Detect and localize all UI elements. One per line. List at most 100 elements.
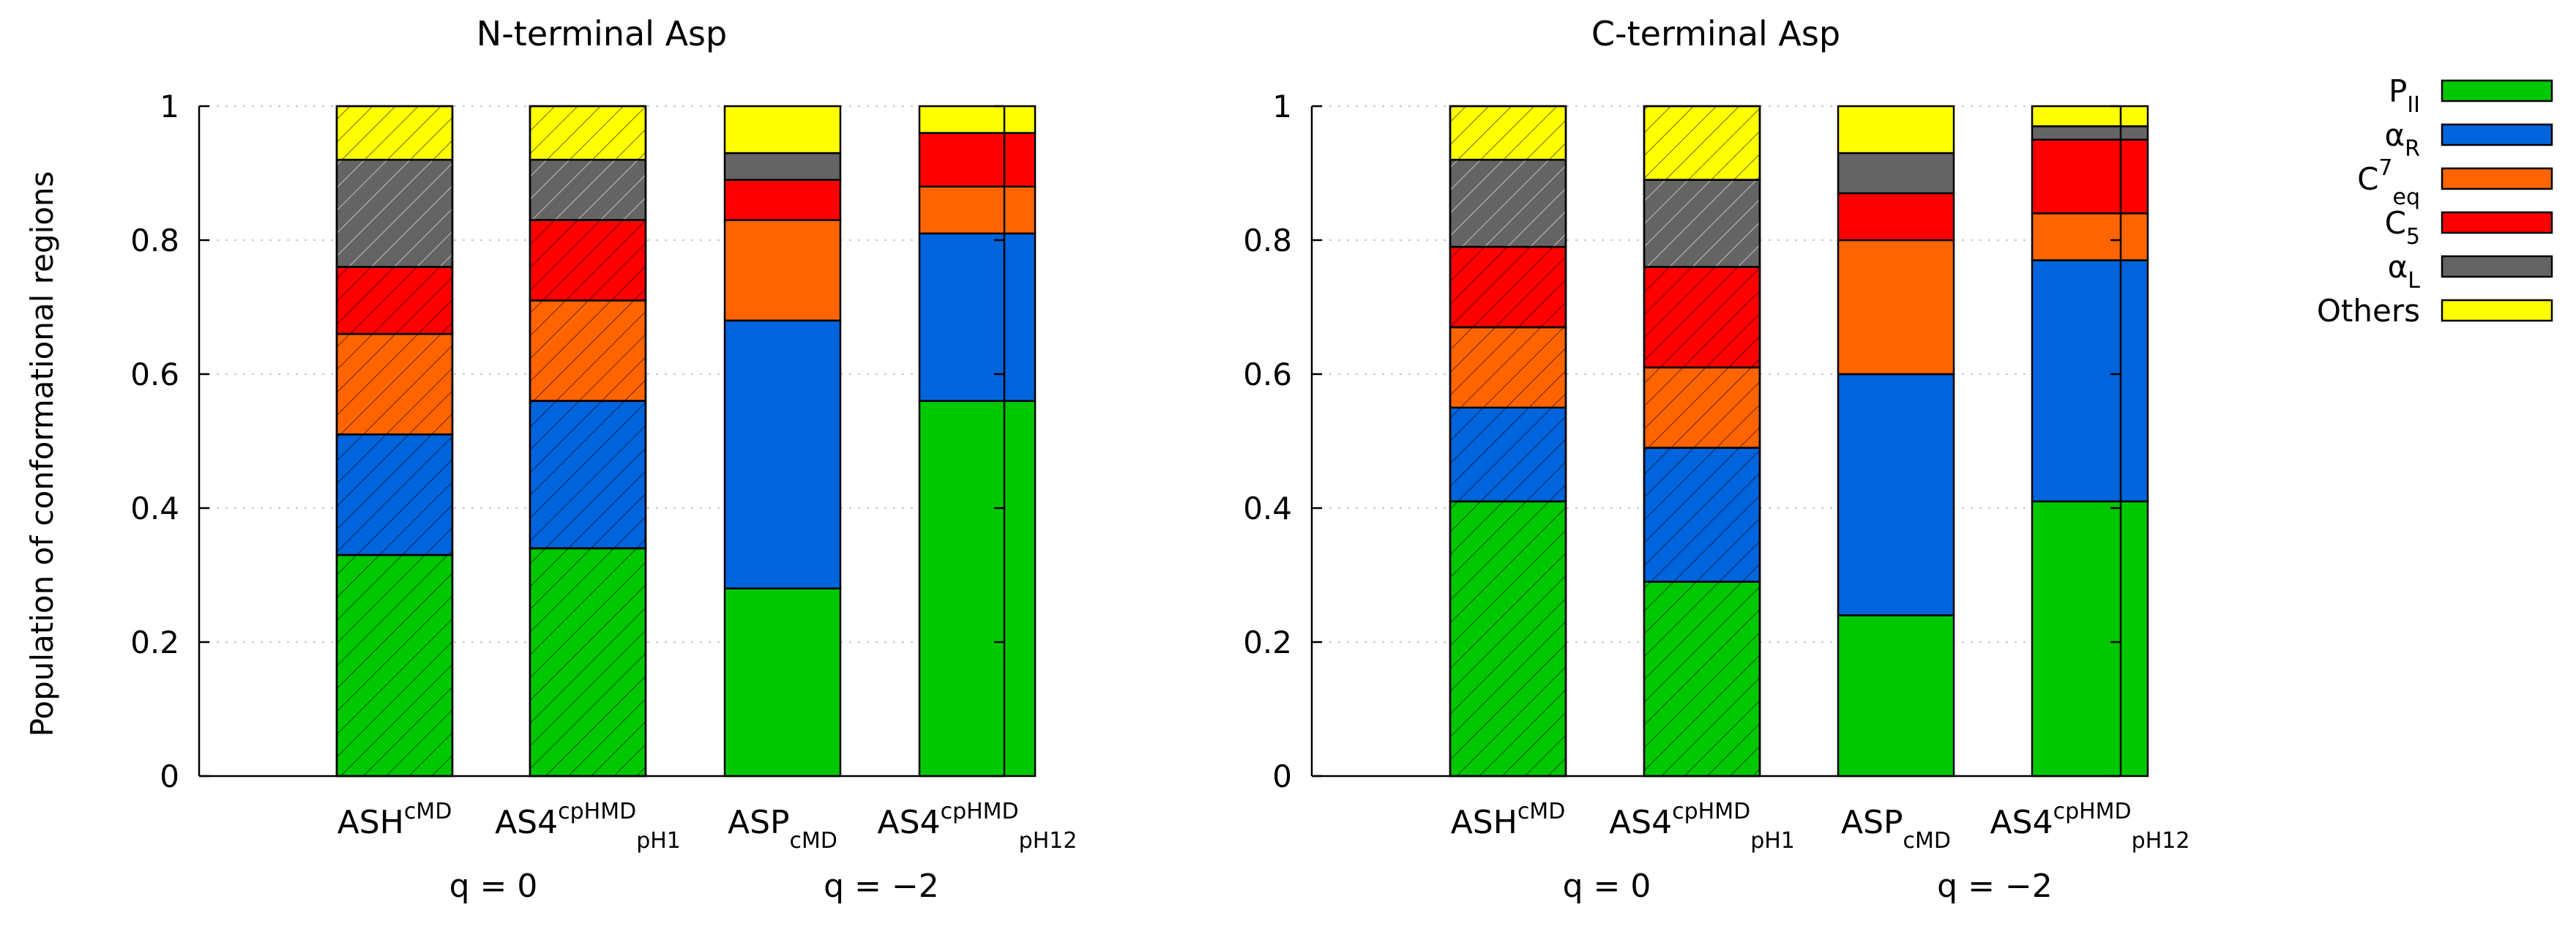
legend-label-c7eq: C7eq bbox=[2357, 155, 2420, 210]
bar-hatch-al bbox=[1449, 158, 1567, 248]
legend-label-pii: PII bbox=[2389, 73, 2420, 118]
bar-segment-c7eq bbox=[1837, 239, 1955, 376]
x-tick-label: ASHcMD bbox=[337, 799, 452, 841]
x-tick-sup: cMD bbox=[404, 799, 452, 824]
y-tick-label: 0.2 bbox=[1243, 625, 1292, 660]
bar-segment-others bbox=[723, 105, 842, 154]
bar-segment-others bbox=[1837, 105, 1955, 154]
x-tick-sup: cMD bbox=[1517, 799, 1565, 824]
bar-segment-c5 bbox=[1837, 192, 1955, 242]
x-tick-sub: pH1 bbox=[636, 828, 681, 854]
x-tick-base: ASP bbox=[1841, 804, 1903, 841]
y-tick-label: 0 bbox=[160, 758, 179, 794]
x-tick-label: ASPcMD bbox=[1841, 804, 1951, 854]
bar-segment-others bbox=[2031, 105, 2149, 127]
bar-segment-pii bbox=[2031, 500, 2149, 778]
legend-swatch-pii bbox=[2441, 79, 2553, 102]
x-tick-base: AS4 bbox=[1609, 804, 1672, 841]
bar-hatch-others bbox=[335, 105, 454, 161]
bar-hatch-c7eq bbox=[1643, 366, 1761, 449]
bar-hatch-c7eq bbox=[335, 332, 454, 436]
panel-title: C-terminal Asp bbox=[1591, 14, 1840, 53]
bar-hatch-others bbox=[1449, 105, 1567, 161]
y-tick-label: 0 bbox=[1272, 758, 1292, 794]
x-tick-base: AS4 bbox=[1990, 804, 2053, 841]
x-tick-label: AS4cpHMDpH1 bbox=[1609, 799, 1795, 854]
y-tick-label: 0.6 bbox=[1243, 357, 1292, 392]
x-tick-sup: cpHMD bbox=[2053, 799, 2132, 824]
x-tick-sub: cMD bbox=[1903, 828, 1951, 854]
bar-segment-c5 bbox=[2031, 138, 2149, 215]
y-tick-label: 1 bbox=[1272, 89, 1292, 124]
bar-segment-ar bbox=[723, 319, 842, 590]
bar-segment-others bbox=[918, 105, 1037, 134]
x-tick-base: AS4 bbox=[878, 804, 941, 841]
bar-hatch-c7eq bbox=[1449, 326, 1567, 409]
axes bbox=[1310, 106, 2122, 778]
bar-hatch-al bbox=[529, 158, 647, 221]
x-tick-sup: cpHMD bbox=[558, 799, 636, 824]
x-tick-label: AS4cpHMDpH1 bbox=[495, 799, 681, 854]
bar-hatch-c7eq bbox=[529, 299, 647, 402]
y-tick-label: 0.8 bbox=[1243, 223, 1292, 258]
group-label-neutral: q = 0 bbox=[1563, 868, 1651, 905]
x-tick-label: ASHcMD bbox=[1451, 799, 1566, 841]
bar-segment-c5 bbox=[918, 132, 1037, 188]
legend-swatch-al bbox=[2441, 255, 2553, 278]
legend-label-ar: αR bbox=[2384, 117, 2420, 162]
group-label-charged: q = −2 bbox=[1937, 868, 2053, 905]
y-tick-label: 0.6 bbox=[130, 357, 179, 392]
y-tick-label: 0.2 bbox=[130, 625, 179, 660]
bar-hatch-c5 bbox=[529, 219, 647, 302]
x-tick-sub: pH1 bbox=[1750, 828, 1795, 854]
x-tick-label: AS4cpHMDpH12 bbox=[1990, 799, 2190, 854]
bar-segment-al bbox=[723, 152, 842, 181]
bar-hatch-pii bbox=[1643, 581, 1761, 778]
legend-label-others: Others bbox=[2317, 293, 2420, 329]
x-tick-sub: pH12 bbox=[1019, 828, 1078, 854]
bar-hatch-al bbox=[1643, 179, 1761, 268]
y-axis-label: Population of conformational regions bbox=[24, 171, 60, 737]
x-tick-base: ASH bbox=[1451, 804, 1517, 841]
bar-hatch-c5 bbox=[1643, 266, 1761, 369]
bars bbox=[335, 105, 1037, 778]
x-tick-sup: cpHMD bbox=[1672, 799, 1750, 824]
y-tick-label: 1 bbox=[160, 89, 179, 124]
x-tick-sub: cMD bbox=[790, 828, 837, 854]
bar-segment-c5 bbox=[723, 179, 842, 221]
bar-hatch-pii bbox=[335, 553, 454, 778]
y-ticks: 0 0.2 0.4 0.6 0.8 1 bbox=[130, 89, 1004, 794]
bar-segment-pii bbox=[1837, 614, 1955, 778]
bar-segment-ar bbox=[2031, 259, 2149, 503]
bar-hatch-c5 bbox=[1449, 245, 1567, 329]
legend-swatch-c5 bbox=[2441, 211, 2553, 234]
x-tick-base: ASH bbox=[337, 804, 404, 841]
bar-hatch-others bbox=[529, 105, 647, 161]
x-tick-base: ASP bbox=[728, 804, 790, 841]
axes bbox=[198, 106, 1006, 778]
y-tick-label: 0.4 bbox=[130, 491, 179, 526]
x-tick-base: AS4 bbox=[495, 804, 558, 841]
bar-segment-c7eq bbox=[723, 219, 842, 322]
panel-n-terminal: N-terminal Asp 00.20.40.60.81 ASHcMD AS4c… bbox=[130, 14, 1077, 905]
x-tick-sup: cpHMD bbox=[941, 799, 1019, 824]
x-tick-labels: ASHcMD AS4cpHMDpH1 ASPcMD AS4cpHMDpH12 bbox=[337, 799, 1078, 854]
x-tick-labels: ASHcMD AS4cpHMDpH1 ASPcMD AS4cpHMDpH12 bbox=[1451, 799, 2190, 854]
y-tick-label: 0.8 bbox=[130, 223, 179, 258]
bar-segment-ar bbox=[1837, 373, 1955, 616]
y-ticks: 0 0.2 0.4 0.6 0.8 1 bbox=[1243, 89, 2121, 794]
panel-title: N-terminal Asp bbox=[477, 14, 727, 53]
bar-hatch-ar bbox=[1643, 447, 1761, 583]
legend-label-al: αL bbox=[2388, 249, 2421, 294]
x-tick-label: AS4cpHMDpH12 bbox=[878, 799, 1078, 854]
legend-label-c5: C5 bbox=[2385, 205, 2420, 250]
x-tick-label: ASPcMD bbox=[728, 804, 837, 854]
x-tick-sub: pH12 bbox=[2132, 828, 2190, 854]
bars bbox=[1449, 105, 2149, 778]
bar-segment-c7eq bbox=[918, 185, 1037, 235]
bar-segment-c7eq bbox=[2031, 212, 2149, 261]
bar-segment-ar bbox=[918, 232, 1037, 402]
bar-hatch-pii bbox=[1449, 500, 1567, 778]
